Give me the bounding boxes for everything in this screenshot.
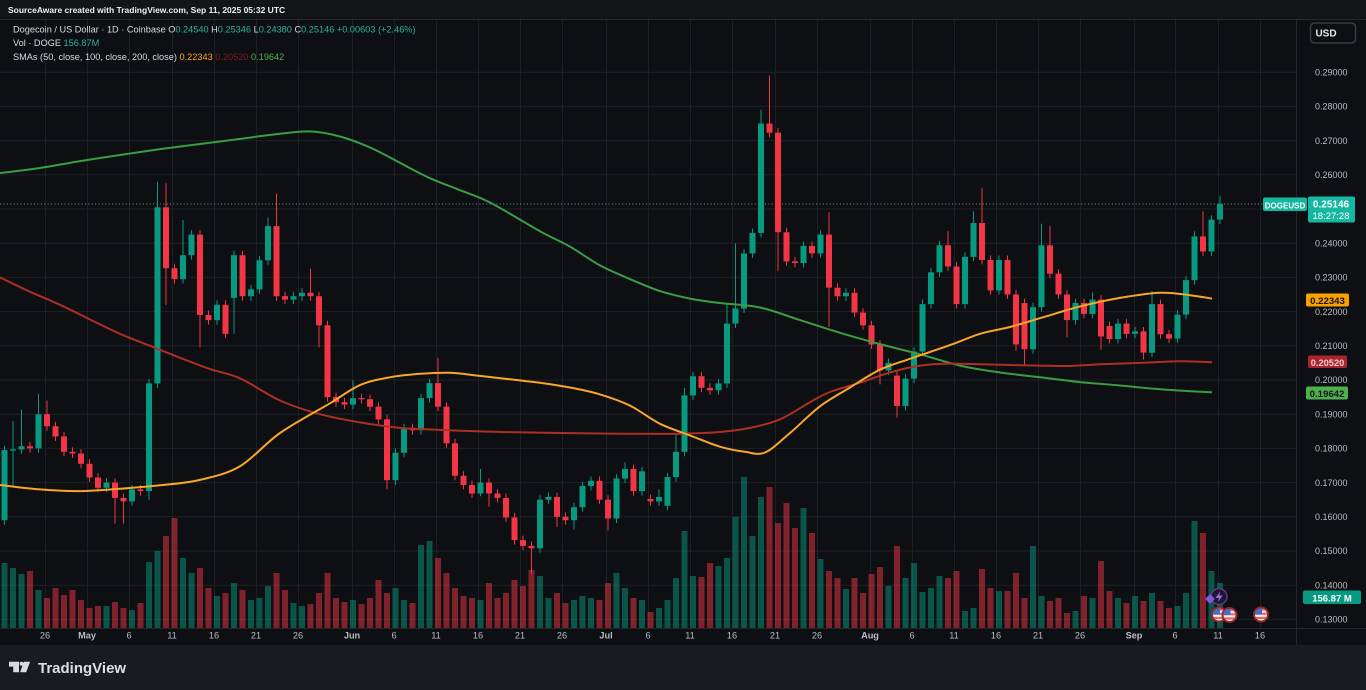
svg-text:11: 11 — [949, 631, 959, 641]
svg-text:16: 16 — [209, 631, 219, 641]
svg-text:SourceAware created with Tradi: SourceAware created with TradingView.com… — [8, 5, 285, 15]
svg-text:0.19000: 0.19000 — [1315, 409, 1348, 419]
svg-text:0.16000: 0.16000 — [1315, 512, 1348, 522]
svg-text:26: 26 — [293, 631, 303, 641]
svg-text:0.26000: 0.26000 — [1315, 170, 1348, 180]
svg-text:Vol · DOGE 156.87M: Vol · DOGE 156.87M — [13, 38, 99, 48]
svg-text:0.25146: 0.25146 — [1313, 200, 1350, 211]
svg-text:6: 6 — [1172, 631, 1177, 641]
svg-text:Sep: Sep — [1126, 631, 1143, 641]
svg-text:0.29000: 0.29000 — [1315, 67, 1348, 77]
svg-text:6: 6 — [391, 631, 396, 641]
svg-text:DOGEUSD: DOGEUSD — [1265, 201, 1306, 210]
svg-text:11: 11 — [431, 631, 441, 641]
svg-text:0.18000: 0.18000 — [1315, 444, 1348, 454]
svg-text:0.24000: 0.24000 — [1315, 238, 1348, 248]
svg-text:Dogecoin / US Dollar · 1D · Co: Dogecoin / US Dollar · 1D · Coinbase O0.… — [13, 25, 416, 35]
svg-text:21: 21 — [1033, 631, 1043, 641]
svg-text:0.28000: 0.28000 — [1315, 102, 1348, 112]
svg-text:6: 6 — [645, 631, 650, 641]
svg-text:0.21000: 0.21000 — [1315, 341, 1348, 351]
svg-text:11: 11 — [167, 631, 177, 641]
svg-text:Aug: Aug — [861, 631, 879, 641]
svg-text:0.23000: 0.23000 — [1315, 273, 1348, 283]
svg-text:18:27:28: 18:27:28 — [1313, 211, 1350, 222]
svg-text:11: 11 — [1213, 631, 1223, 641]
svg-text:0.13000: 0.13000 — [1315, 615, 1348, 625]
svg-text:16: 16 — [1255, 631, 1265, 641]
svg-text:11: 11 — [685, 631, 695, 641]
svg-text:Jul: Jul — [599, 631, 612, 641]
svg-text:6: 6 — [126, 631, 131, 641]
svg-text:0.22000: 0.22000 — [1315, 307, 1348, 317]
svg-text:0.15000: 0.15000 — [1315, 546, 1348, 556]
svg-text:21: 21 — [515, 631, 525, 641]
svg-text:21: 21 — [770, 631, 780, 641]
svg-text:26: 26 — [1075, 631, 1085, 641]
svg-text:0.20000: 0.20000 — [1315, 375, 1348, 385]
svg-text:0.14000: 0.14000 — [1315, 580, 1348, 590]
svg-text:26: 26 — [40, 631, 50, 641]
svg-text:0.27000: 0.27000 — [1315, 136, 1348, 146]
svg-text:USD: USD — [1315, 29, 1336, 40]
svg-text:26: 26 — [557, 631, 567, 641]
svg-text:SMAs (50, close, 100, close, 2: SMAs (50, close, 100, close, 200, close)… — [13, 52, 284, 62]
svg-text:16: 16 — [473, 631, 483, 641]
svg-text:16: 16 — [991, 631, 1001, 641]
svg-text:0.20520: 0.20520 — [1311, 358, 1345, 368]
svg-text:TradingView: TradingView — [38, 660, 126, 677]
svg-text:0.19642: 0.19642 — [1310, 389, 1345, 400]
svg-text:21: 21 — [251, 631, 261, 641]
svg-text:May: May — [78, 631, 97, 641]
svg-text:16: 16 — [727, 631, 737, 641]
svg-text:Jun: Jun — [344, 631, 361, 641]
svg-text:0.17000: 0.17000 — [1315, 478, 1348, 488]
svg-text:156.87 M: 156.87 M — [1312, 593, 1352, 604]
svg-text:0.22343: 0.22343 — [1310, 296, 1345, 307]
svg-text:6: 6 — [909, 631, 914, 641]
svg-text:26: 26 — [812, 631, 822, 641]
